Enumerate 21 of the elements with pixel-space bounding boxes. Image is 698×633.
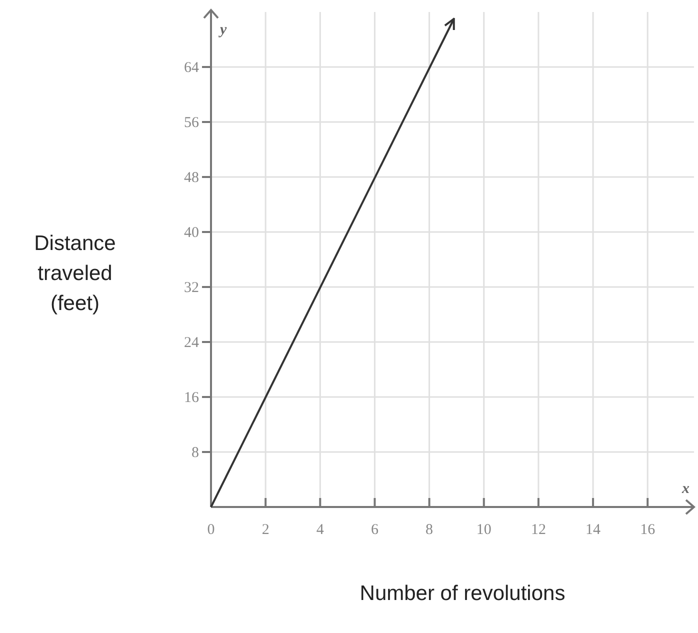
annotation: x [681, 481, 690, 497]
x-tick-label: 10 [476, 522, 492, 538]
y-tick-label: 24 [184, 334, 200, 351]
y-tick-label: 32 [184, 280, 199, 296]
y-axis-title: Distance traveled (feet) [34, 232, 116, 315]
x-axis-title: Number of revolutions [360, 582, 566, 605]
x-tick-label: 16 [640, 522, 656, 538]
y-tick-label: 40 [184, 224, 199, 241]
x-tick-label: 8 [426, 522, 434, 538]
y-tick-label: 16 [184, 390, 200, 406]
y-tick-label: 64 [184, 60, 200, 76]
annotation: y [218, 22, 227, 38]
x-tick-label: 6 [370, 522, 379, 538]
x-tick-label: 12 [530, 522, 546, 538]
x-tick-label: 0 [207, 522, 215, 538]
x-tick-label: 14 [586, 522, 602, 538]
x-tick-label: 2 [262, 522, 270, 538]
x-tick-label: 4 [316, 522, 324, 538]
y-tick-label: 56 [184, 114, 200, 131]
y-tick-label: 8 [192, 444, 199, 461]
y-tick-label: 48 [184, 170, 199, 186]
